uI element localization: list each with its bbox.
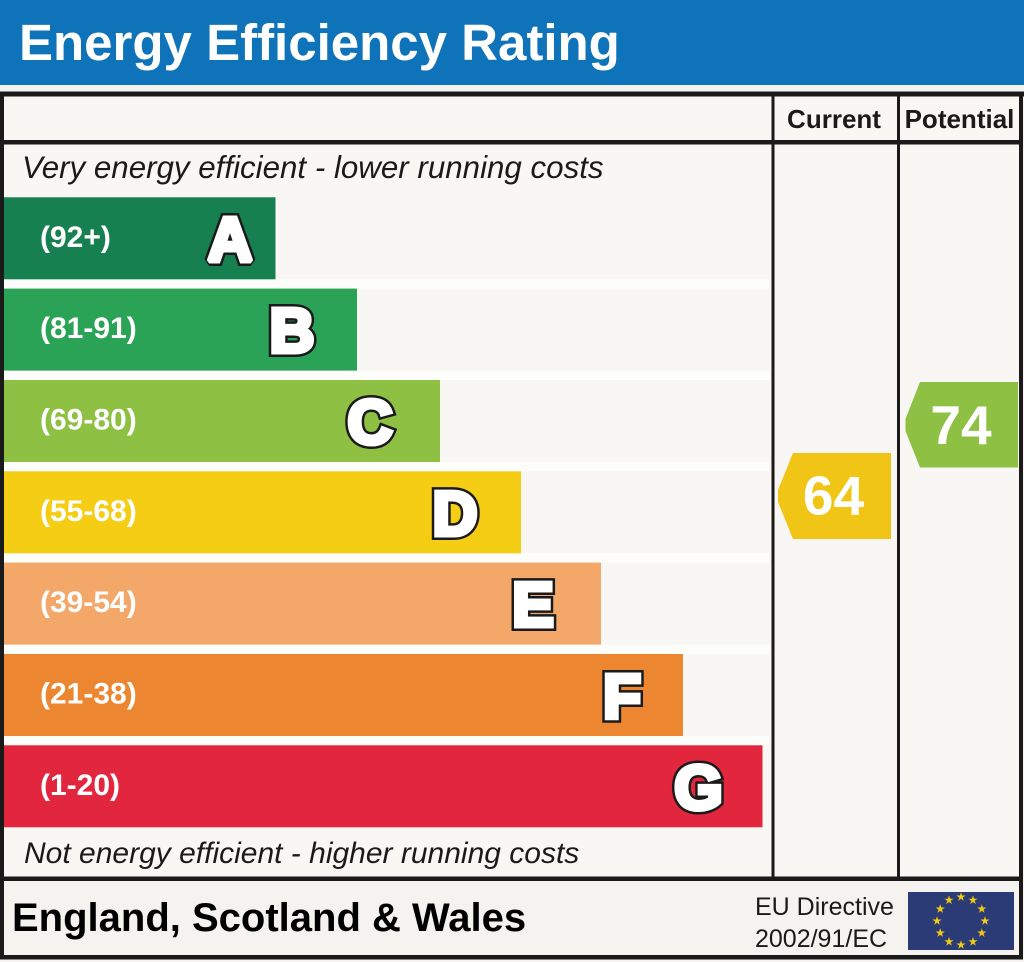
svg-text:(81-91): (81-91) [40,312,137,345]
svg-text:74: 74 [930,394,992,456]
svg-text:A: A [208,206,253,275]
svg-text:B: B [270,297,315,366]
svg-text:(39-54): (39-54) [40,586,137,619]
svg-text:2002/91/EC: 2002/91/EC [755,925,887,953]
svg-text:E: E [512,571,553,640]
svg-text:(21-38): (21-38) [40,678,137,711]
svg-text:Potential: Potential [905,104,1015,134]
svg-text:F: F [603,663,641,732]
svg-text:Current: Current [787,104,881,134]
svg-text:C: C [348,389,393,458]
svg-text:Not energy efficient - higher: Not energy efficient - higher running co… [24,837,579,870]
svg-text:B: B [270,297,315,366]
svg-text:G: G [674,754,722,823]
svg-text:G: G [674,754,722,823]
svg-text:(1-20): (1-20) [40,769,120,802]
svg-text:(55-68): (55-68) [40,495,137,528]
svg-text:E: E [512,571,553,640]
svg-text:Energy Efficiency Rating: Energy Efficiency Rating [19,14,620,71]
svg-text:Very energy efficient - lower: Very energy efficient - lower running co… [22,150,604,185]
svg-text:D: D [433,480,478,549]
svg-text:EU Directive: EU Directive [755,893,894,921]
svg-text:F: F [603,663,641,732]
svg-text:64: 64 [803,465,865,527]
svg-text:England, Scotland & Wales: England, Scotland & Wales [12,896,526,940]
svg-text:C: C [348,389,393,458]
svg-text:(92+): (92+) [40,221,111,254]
svg-text:A: A [208,206,253,275]
svg-text:D: D [433,480,478,549]
svg-text:(69-80): (69-80) [40,404,137,437]
